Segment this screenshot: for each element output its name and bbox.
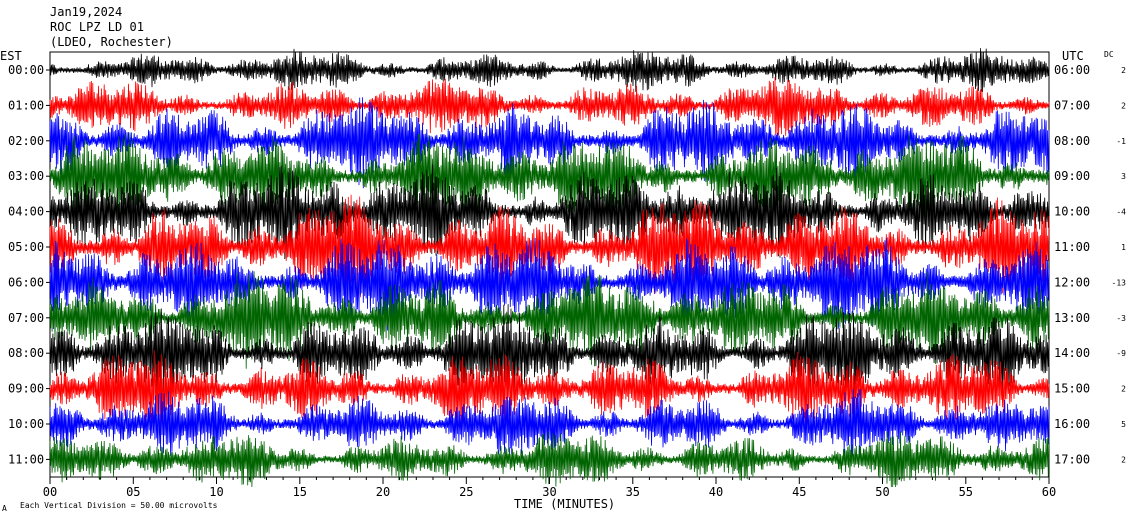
dc-column-header: DC	[1104, 50, 1114, 59]
seismic-trace-0700	[49, 271, 1050, 369]
seismic-trace-0800	[49, 304, 1050, 399]
x-tick-label: 35	[626, 485, 640, 499]
seismic-trace-0000	[49, 48, 1050, 92]
utc-time-label: 07:00	[1054, 98, 1090, 112]
seismic-trace-1000	[49, 389, 1050, 460]
dc-offset-value: -4	[1116, 208, 1126, 217]
x-tick-label: 00	[43, 485, 57, 499]
x-tick-label: 45	[792, 485, 806, 499]
left-timezone-label: EST	[0, 49, 22, 63]
dc-offset-value: 2	[1121, 385, 1126, 394]
x-tick-label: 20	[376, 485, 390, 499]
utc-time-label: 13:00	[1054, 311, 1090, 325]
utc-time-label: 17:00	[1054, 452, 1090, 466]
station-location: (LDEO, Rochester)	[50, 35, 173, 49]
seismic-trace-0500	[49, 194, 1050, 298]
utc-time-label: 10:00	[1054, 205, 1090, 219]
utc-time-label: 12:00	[1054, 275, 1090, 289]
seismic-trace-0600	[49, 237, 1050, 331]
right-timezone-label: UTC	[1062, 49, 1084, 63]
utc-time-label: 11:00	[1054, 240, 1090, 254]
seismic-trace-0400	[49, 164, 1050, 260]
local-time-label: 08:00	[8, 346, 44, 360]
utc-time-label: 08:00	[1054, 134, 1090, 148]
local-time-label: 11:00	[8, 452, 44, 466]
local-time-label: 03:00	[8, 169, 44, 183]
local-time-label: 01:00	[8, 98, 44, 112]
x-axis-title: TIME (MINUTES)	[514, 497, 615, 511]
local-time-label: 07:00	[8, 311, 44, 325]
trace-group	[49, 48, 1050, 488]
dc-offset-value: 3	[1121, 172, 1126, 181]
dc-offset-value: -13	[1112, 278, 1127, 287]
local-time-label: 00:00	[8, 63, 44, 77]
utc-time-label: 09:00	[1054, 169, 1090, 183]
x-tick-label: 05	[126, 485, 140, 499]
utc-time-label: 06:00	[1054, 63, 1090, 77]
seismic-trace-0300	[49, 132, 1050, 223]
seismic-trace-0200	[49, 97, 1050, 189]
x-tick-label: 40	[709, 485, 723, 499]
utc-time-label: 15:00	[1054, 382, 1090, 396]
utc-time-label: 14:00	[1054, 346, 1090, 360]
x-tick-label: 15	[293, 485, 307, 499]
logo-mark: A	[2, 504, 7, 513]
dc-offset-value: 2	[1121, 101, 1126, 110]
local-time-label: 06:00	[8, 275, 44, 289]
record-date: Jan19,2024	[50, 5, 122, 19]
x-tick-label: 25	[459, 485, 473, 499]
local-time-label: 02:00	[8, 134, 44, 148]
dc-offset-value: 1	[1121, 243, 1126, 252]
x-tick-label: 30	[542, 485, 556, 499]
utc-time-label: 16:00	[1054, 417, 1090, 431]
seismic-trace-0900	[49, 350, 1050, 426]
x-tick-label: 55	[959, 485, 973, 499]
local-time-label: 04:00	[8, 205, 44, 219]
x-tick-label: 50	[875, 485, 889, 499]
x-axis: 00 05 10 15 20 25 30 35 40 45 50 55 60	[43, 477, 1056, 499]
scale-note: Each Vertical Division = 50.00 microvolt…	[20, 501, 218, 510]
local-time-label: 09:00	[8, 382, 44, 396]
dc-offset-value: -9	[1116, 349, 1126, 358]
dc-offset-value: 2	[1121, 66, 1126, 75]
dc-offset-value: -3	[1116, 314, 1126, 323]
seismic-trace-1100	[49, 431, 1050, 488]
x-tick-label: 10	[209, 485, 223, 499]
local-time-label: 05:00	[8, 240, 44, 254]
dc-offset-value: -1	[1116, 137, 1126, 146]
seismic-trace-0100	[49, 76, 1050, 136]
local-time-label: 10:00	[8, 417, 44, 431]
dc-offset-value: 5	[1121, 420, 1126, 429]
x-tick-label: 60	[1042, 485, 1056, 499]
row-label-group: 00:00 06:00 2 01:00 07:00 2 02:00 08:00 -1 03:00 0…	[8, 63, 1126, 466]
dc-offset-value: 2	[1121, 455, 1126, 464]
station-code: ROC LPZ LD 01	[50, 20, 144, 34]
